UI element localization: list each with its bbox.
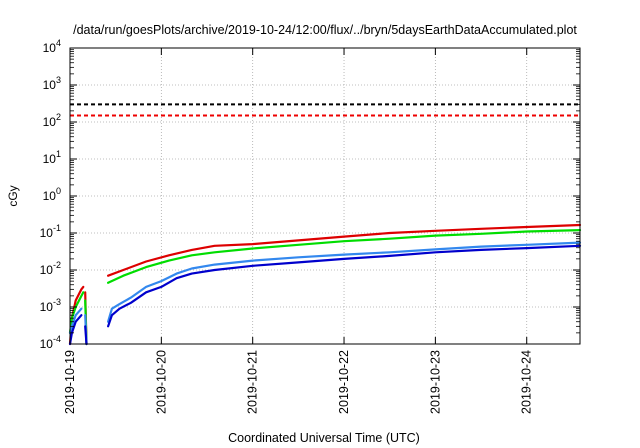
y-tick-exponent: 1 [56,149,61,159]
series-segment [106,223,582,277]
series-line [68,244,582,346]
y-tick-label: 10-1 [40,223,61,240]
y-tick-exponent: 0 [56,186,61,196]
axis-layer: 10-410-310-210-11001011021031042019-10-1… [40,38,580,414]
y-tick-base: 10 [43,189,57,203]
y-axis-label: cGy [6,185,20,206]
x-tick-label: 2019-10-20 [154,350,168,414]
y-tick-base: 10 [43,152,57,166]
y-tick-base: 10 [40,226,54,240]
x-tick-label: 2019-10-21 [246,350,260,414]
y-tick-base: 10 [40,337,54,351]
y-tick-exponent: 4 [56,38,61,48]
y-tick-exponent: 2 [56,112,61,122]
series-segment [84,325,88,346]
series-segment [106,229,582,284]
y-tick-label: 101 [43,149,61,166]
y-tick-base: 10 [40,263,54,277]
y-tick-exponent: -1 [53,223,61,233]
y-tick-label: 10-4 [40,334,61,351]
x-axis-label: Coordinated Universal Time (UTC) [228,431,420,445]
y-tick-exponent: 3 [56,75,61,85]
series-segment [106,244,582,328]
x-tick-label: 2019-10-19 [63,350,77,414]
y-tick-label: 10-3 [40,297,61,314]
y-tick-label: 102 [43,112,61,129]
y-tick-base: 10 [43,41,57,55]
x-tick-label: 2019-10-22 [337,350,351,414]
y-tick-exponent: -2 [53,260,61,270]
y-tick-base: 10 [40,300,54,314]
y-tick-base: 10 [43,115,57,129]
chart-title: /data/run/goesPlots/archive/2019-10-24/1… [73,23,577,37]
reference-lines [70,103,580,117]
y-tick-label: 10-2 [40,260,61,277]
y-tick-label: 104 [43,38,61,55]
y-tick-exponent: -3 [53,297,61,307]
y-tick-label: 103 [43,75,61,92]
series-layer [68,223,582,346]
series-segment [68,314,83,346]
x-tick-label: 2019-10-24 [520,350,534,414]
series-segment [68,307,83,334]
y-tick-base: 10 [43,78,57,92]
y-tick-exponent: -4 [53,334,61,344]
x-tick-label: 2019-10-23 [428,350,442,414]
series-segment [106,241,582,323]
grid-layer [70,48,580,344]
y-tick-label: 100 [43,186,61,203]
